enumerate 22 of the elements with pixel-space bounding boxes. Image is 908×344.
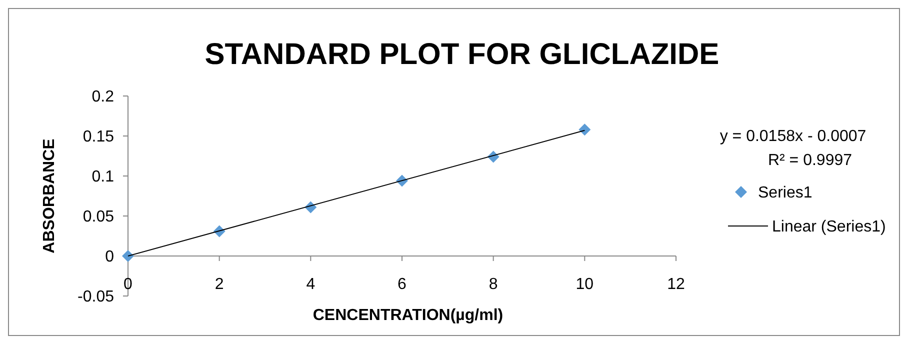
x-tick-label: 10 (576, 276, 594, 293)
x-axis-title: CENCENTRATION(µg/ml) (312, 307, 504, 324)
legend-label: Linear (Series1) (772, 218, 886, 236)
y-tick-label: -0.05 (78, 288, 114, 306)
x-tick-label: 2 (214, 276, 224, 293)
point (578, 124, 591, 136)
x-tick-label: 12 (667, 276, 685, 293)
y-axis-title: ABSORBANCE (41, 138, 58, 254)
text: R² = 0.9997 (768, 152, 852, 169)
y-tick-label: 0.15 (82, 128, 114, 146)
point (122, 250, 134, 262)
chart-title: STANDARD PLOT FOR GLICLAZIDE (204, 38, 720, 71)
text: y = 0.0158x - 0.0007 (720, 128, 866, 145)
x-tick-label: 8 (488, 276, 498, 293)
x-tick-label: 6 (398, 276, 407, 293)
y-tick-label: 0.2 (92, 88, 114, 106)
x-tick-label: 0 (124, 276, 133, 293)
x-tick-label: 4 (306, 276, 316, 293)
y-tick-label: 0 (105, 248, 114, 266)
y-tick-label: 0.05 (82, 208, 114, 226)
y-tick-label: 0.1 (92, 168, 114, 186)
legend-label: Series1 (758, 184, 812, 202)
